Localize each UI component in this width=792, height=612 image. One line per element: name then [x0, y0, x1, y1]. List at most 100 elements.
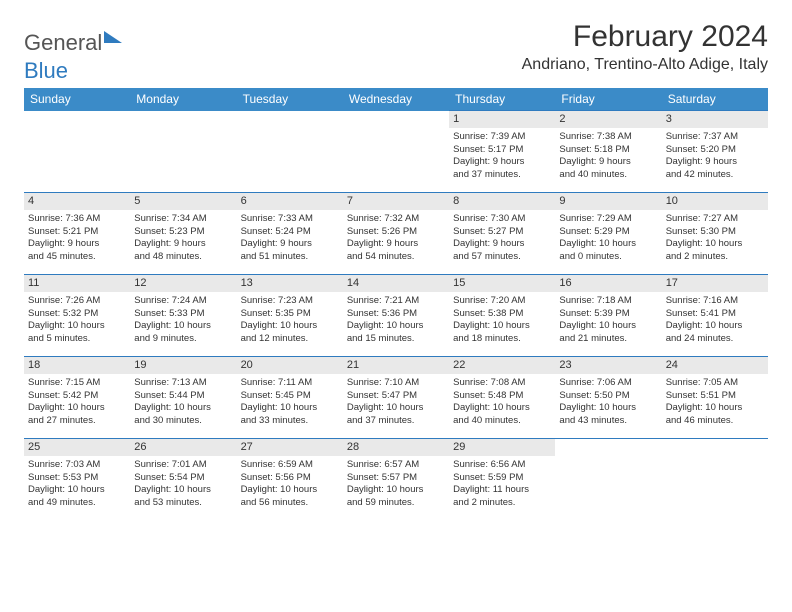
sunset-line: Sunset: 5:23 PM — [134, 226, 232, 239]
day-number: 5 — [130, 193, 236, 210]
calendar-table: Sunday Monday Tuesday Wednesday Thursday… — [24, 88, 768, 521]
sunset-line: Sunset: 5:39 PM — [559, 308, 657, 321]
sunset-line: Sunset: 5:57 PM — [347, 472, 445, 485]
day-number: 2 — [555, 111, 661, 128]
day-cell: 7Sunrise: 7:32 AMSunset: 5:26 PMDaylight… — [343, 193, 449, 275]
sunrise-line: Sunrise: 7:24 AM — [134, 295, 232, 308]
sunset-line: Sunset: 5:33 PM — [134, 308, 232, 321]
day-number: 28 — [343, 439, 449, 456]
daylight-line1: Daylight: 10 hours — [347, 402, 445, 415]
day-number: 16 — [555, 275, 661, 292]
day-header: Monday — [130, 88, 236, 111]
day-number: 10 — [662, 193, 768, 210]
day-number: 21 — [343, 357, 449, 374]
day-number: 8 — [449, 193, 555, 210]
sunrise-line: Sunrise: 6:57 AM — [347, 459, 445, 472]
daylight-line1: Daylight: 9 hours — [28, 238, 126, 251]
day-cell: 15Sunrise: 7:20 AMSunset: 5:38 PMDayligh… — [449, 275, 555, 357]
sunset-line: Sunset: 5:51 PM — [666, 390, 764, 403]
daylight-line2: and 54 minutes. — [347, 251, 445, 264]
week-row: 25Sunrise: 7:03 AMSunset: 5:53 PMDayligh… — [24, 439, 768, 521]
daylight-line1: Daylight: 10 hours — [347, 484, 445, 497]
daylight-line2: and 0 minutes. — [559, 251, 657, 264]
daylight-line2: and 57 minutes. — [453, 251, 551, 264]
sunrise-line: Sunrise: 7:15 AM — [28, 377, 126, 390]
daylight-line1: Daylight: 10 hours — [241, 484, 339, 497]
day-cell: 18Sunrise: 7:15 AMSunset: 5:42 PMDayligh… — [24, 357, 130, 439]
day-cell: 2Sunrise: 7:38 AMSunset: 5:18 PMDaylight… — [555, 111, 661, 193]
daylight-line1: Daylight: 9 hours — [453, 238, 551, 251]
sunrise-line: Sunrise: 7:26 AM — [28, 295, 126, 308]
daylight-line1: Daylight: 10 hours — [241, 320, 339, 333]
sunset-line: Sunset: 5:56 PM — [241, 472, 339, 485]
daylight-line1: Daylight: 10 hours — [241, 402, 339, 415]
day-header-row: Sunday Monday Tuesday Wednesday Thursday… — [24, 88, 768, 111]
daylight-line2: and 43 minutes. — [559, 415, 657, 428]
day-cell: 13Sunrise: 7:23 AMSunset: 5:35 PMDayligh… — [237, 275, 343, 357]
day-header: Sunday — [24, 88, 130, 111]
daylight-line1: Daylight: 10 hours — [28, 402, 126, 415]
daylight-line1: Daylight: 9 hours — [453, 156, 551, 169]
logo: General — [24, 20, 122, 56]
day-cell: 27Sunrise: 6:59 AMSunset: 5:56 PMDayligh… — [237, 439, 343, 521]
daylight-line1: Daylight: 10 hours — [453, 320, 551, 333]
day-cell: 10Sunrise: 7:27 AMSunset: 5:30 PMDayligh… — [662, 193, 768, 275]
daylight-line1: Daylight: 10 hours — [559, 320, 657, 333]
sunset-line: Sunset: 5:24 PM — [241, 226, 339, 239]
day-number: 18 — [24, 357, 130, 374]
sunrise-line: Sunrise: 7:34 AM — [134, 213, 232, 226]
daylight-line1: Daylight: 10 hours — [347, 320, 445, 333]
sunset-line: Sunset: 5:17 PM — [453, 144, 551, 157]
daylight-line1: Daylight: 10 hours — [28, 320, 126, 333]
day-cell — [24, 111, 130, 193]
sunset-line: Sunset: 5:36 PM — [347, 308, 445, 321]
daylight-line2: and 2 minutes. — [453, 497, 551, 510]
daylight-line2: and 5 minutes. — [28, 333, 126, 346]
sunset-line: Sunset: 5:48 PM — [453, 390, 551, 403]
day-cell: 20Sunrise: 7:11 AMSunset: 5:45 PMDayligh… — [237, 357, 343, 439]
sunrise-line: Sunrise: 7:05 AM — [666, 377, 764, 390]
sunset-line: Sunset: 5:20 PM — [666, 144, 764, 157]
logo-word1: General — [24, 30, 102, 56]
daylight-line1: Daylight: 10 hours — [453, 402, 551, 415]
sunset-line: Sunset: 5:29 PM — [559, 226, 657, 239]
sunset-line: Sunset: 5:47 PM — [347, 390, 445, 403]
day-number: 6 — [237, 193, 343, 210]
daylight-line2: and 30 minutes. — [134, 415, 232, 428]
day-cell: 24Sunrise: 7:05 AMSunset: 5:51 PMDayligh… — [662, 357, 768, 439]
logo-mark-icon — [104, 31, 122, 43]
day-cell: 23Sunrise: 7:06 AMSunset: 5:50 PMDayligh… — [555, 357, 661, 439]
day-number: 29 — [449, 439, 555, 456]
daylight-line2: and 37 minutes. — [347, 415, 445, 428]
sunset-line: Sunset: 5:38 PM — [453, 308, 551, 321]
sunrise-line: Sunrise: 7:01 AM — [134, 459, 232, 472]
week-row: 11Sunrise: 7:26 AMSunset: 5:32 PMDayligh… — [24, 275, 768, 357]
sunrise-line: Sunrise: 7:39 AM — [453, 131, 551, 144]
day-number: 1 — [449, 111, 555, 128]
sunset-line: Sunset: 5:44 PM — [134, 390, 232, 403]
daylight-line2: and 37 minutes. — [453, 169, 551, 182]
daylight-line2: and 33 minutes. — [241, 415, 339, 428]
month-title: February 2024 — [522, 20, 768, 54]
day-number: 15 — [449, 275, 555, 292]
week-row: 1 Sunrise: 7:39 AMSunset: 5:17 PMDaylight… — [24, 111, 768, 193]
day-cell: 22Sunrise: 7:08 AMSunset: 5:48 PMDayligh… — [449, 357, 555, 439]
day-header: Wednesday — [343, 88, 449, 111]
daylight-line2: and 15 minutes. — [347, 333, 445, 346]
day-number: 13 — [237, 275, 343, 292]
sunrise-line: Sunrise: 6:59 AM — [241, 459, 339, 472]
day-cell: 1 Sunrise: 7:39 AMSunset: 5:17 PMDaylight… — [449, 111, 555, 193]
daylight-line1: Daylight: 10 hours — [28, 484, 126, 497]
daylight-line1: Daylight: 9 hours — [134, 238, 232, 251]
daylight-line2: and 48 minutes. — [134, 251, 232, 264]
daylight-line2: and 40 minutes. — [559, 169, 657, 182]
day-cell: 28 Sunrise: 6:57 AMSunset: 5:57 PMDayligh… — [343, 439, 449, 521]
daylight-line2: and 24 minutes. — [666, 333, 764, 346]
sunrise-line: Sunrise: 6:56 AM — [453, 459, 551, 472]
sunset-line: Sunset: 5:50 PM — [559, 390, 657, 403]
sunrise-line: Sunrise: 7:13 AM — [134, 377, 232, 390]
day-number: 11 — [24, 275, 130, 292]
day-number: 26 — [130, 439, 236, 456]
sunset-line: Sunset: 5:35 PM — [241, 308, 339, 321]
daylight-line2: and 40 minutes. — [453, 415, 551, 428]
